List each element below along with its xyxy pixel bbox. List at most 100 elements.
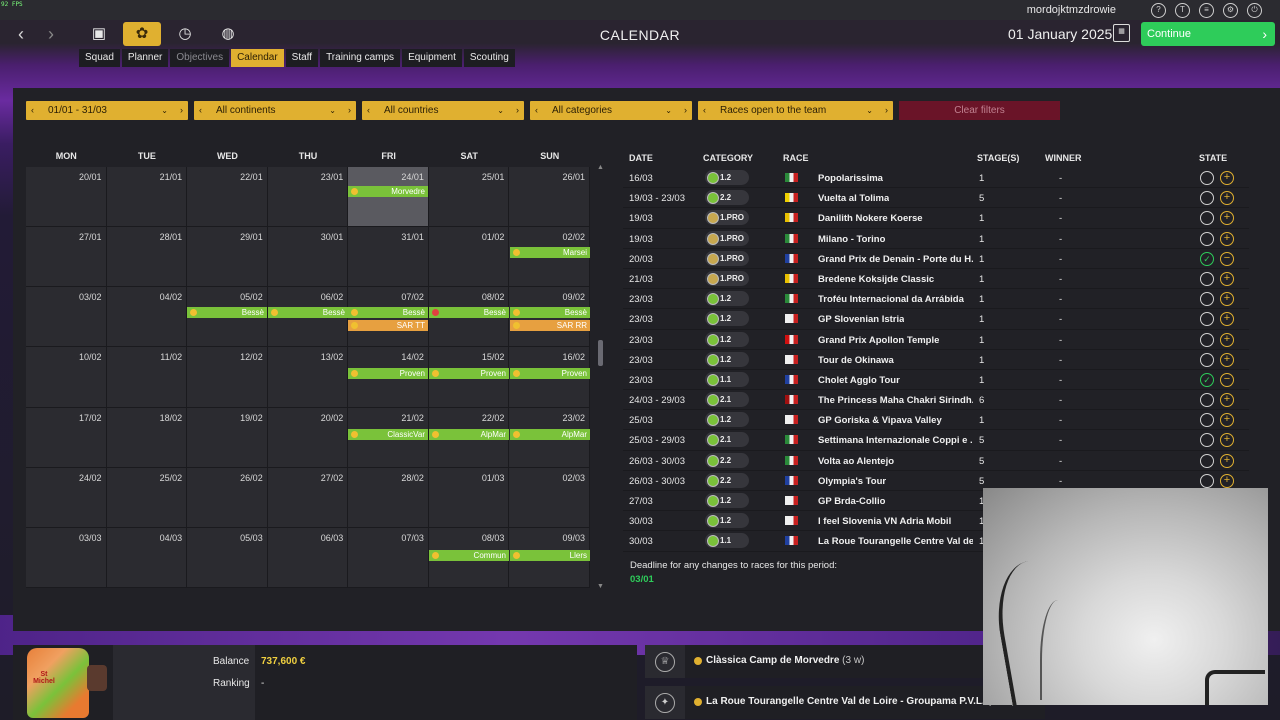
race-row[interactable]: 25/03 - 29/03 2.1 Settimana Internazionale… xyxy=(623,430,1249,451)
event-morvedre[interactable]: Morvedre xyxy=(348,186,428,197)
calendar-icon[interactable]: ▦ xyxy=(1113,24,1130,42)
event-besse[interactable]: Bessè xyxy=(187,307,267,318)
plus-icon[interactable]: + xyxy=(1220,433,1234,448)
calendar-day[interactable]: 14/02 xyxy=(348,347,429,408)
state-empty-icon[interactable] xyxy=(1200,413,1214,428)
calendar-day[interactable]: 21/01 xyxy=(106,167,188,228)
race-name[interactable]: Settimana Internazionale Coppi e ... xyxy=(818,435,973,447)
col-category[interactable]: CATEGORY xyxy=(703,153,754,163)
calendar-day[interactable]: 26/01 xyxy=(509,167,590,228)
plus-icon[interactable]: + xyxy=(1220,292,1234,307)
calendar-day[interactable]: 03/03 xyxy=(26,527,107,588)
state-empty-icon[interactable] xyxy=(1200,271,1214,286)
countries-filter[interactable]: ‹ All countries ⌄ › xyxy=(362,101,524,120)
event-sar-rr[interactable]: SAR RR xyxy=(510,320,590,331)
calendar-day[interactable]: 27/01 xyxy=(26,227,107,288)
state-empty-icon[interactable] xyxy=(1200,433,1214,448)
stopwatch-icon[interactable]: ◷ xyxy=(178,25,192,42)
calendar-day[interactable]: 25/02 xyxy=(106,467,188,528)
race-row[interactable]: 27/03 1.2 GP Brda-Collio 1 xyxy=(623,491,1249,512)
calendar-day[interactable]: 19/02 xyxy=(187,407,268,468)
check-icon[interactable]: ✓ xyxy=(1200,372,1214,387)
event-classicvar[interactable]: ClassicVar xyxy=(348,429,428,440)
calendar-day[interactable]: 30/01 xyxy=(267,227,349,288)
back-arrow-icon[interactable]: ‹ xyxy=(18,24,24,44)
state-empty-icon[interactable] xyxy=(1200,211,1214,226)
plus-icon[interactable]: + xyxy=(1220,191,1234,206)
event-alpmar[interactable]: AlpMar xyxy=(429,429,509,440)
state-empty-icon[interactable] xyxy=(1200,292,1214,307)
calendar-day[interactable]: 27/02 xyxy=(267,467,349,528)
team-icon[interactable]: ✿ xyxy=(123,22,161,46)
calendar-day[interactable]: 24/02 xyxy=(26,467,107,528)
calendar-day[interactable]: 13/02 xyxy=(267,347,349,408)
races-filter[interactable]: ‹ Races open to the team ⌄ › xyxy=(698,101,893,120)
news-item[interactable]: ♕ Clàssica Camp de Morvedre (3 w) xyxy=(645,645,1045,678)
calendar-day[interactable]: 28/01 xyxy=(106,227,188,288)
forward-arrow-icon[interactable]: › xyxy=(48,24,54,44)
race-row[interactable]: 16/03 1.2 Popolarissima 1 - + xyxy=(623,168,1249,189)
plus-icon[interactable]: + xyxy=(1220,393,1234,408)
plus-icon[interactable]: + xyxy=(1220,211,1234,226)
chevron-right-icon[interactable]: › xyxy=(684,105,687,115)
tab-objectives[interactable]: Objectives xyxy=(170,49,230,67)
clear-filters-button[interactable]: Clear filters xyxy=(899,101,1060,120)
continue-button[interactable]: Continue › xyxy=(1141,22,1275,46)
state-empty-icon[interactable] xyxy=(1200,332,1214,347)
calendar-day[interactable]: 12/02 xyxy=(187,347,268,408)
calendar-day[interactable]: 05/02 xyxy=(187,287,268,348)
scroll-up-icon[interactable]: ▲ xyxy=(597,164,604,171)
race-name[interactable]: I feel Slovenia VN Adria Mobil xyxy=(818,516,952,528)
tab-equipment[interactable]: Equipment xyxy=(402,49,462,67)
plus-icon[interactable]: + xyxy=(1220,271,1234,286)
race-name[interactable]: Cholet Agglo Tour xyxy=(818,374,900,386)
chevron-right-icon[interactable]: › xyxy=(516,105,519,115)
plus-icon[interactable]: + xyxy=(1220,473,1234,488)
calendar-day[interactable]: 03/02 xyxy=(26,287,107,348)
calendar-day[interactable]: 02/03 xyxy=(509,467,590,528)
calendar-day[interactable]: 07/03 xyxy=(348,527,429,588)
event-alpmar[interactable]: AlpMar xyxy=(510,429,590,440)
race-row[interactable]: 20/03 1.PRO Grand Prix de Denain - Porte d… xyxy=(623,249,1249,269)
categories-filter[interactable]: ‹ All categories ⌄ › xyxy=(530,101,692,120)
calendar-day[interactable]: 24/01 xyxy=(348,167,429,228)
plus-icon[interactable]: + xyxy=(1220,332,1234,347)
col-race[interactable]: RACE xyxy=(783,153,809,163)
calendar-day[interactable]: 20/02 xyxy=(267,407,349,468)
state-empty-icon[interactable] xyxy=(1200,312,1214,327)
chevron-left-icon[interactable]: ‹ xyxy=(199,105,202,115)
race-row[interactable]: 30/03 1.2 I feel Slovenia VN Adria Mobil 1 xyxy=(623,511,1249,532)
race-row[interactable]: 26/03 - 30/03 2.2 Olympia's Tour 5 - + xyxy=(623,471,1249,491)
event-proven[interactable]: Proven xyxy=(510,368,590,379)
calendar-day[interactable]: 21/02 xyxy=(348,407,429,468)
state-empty-icon[interactable] xyxy=(1200,393,1214,408)
race-name[interactable]: Vuelta al Tolima xyxy=(818,193,890,205)
race-name[interactable]: Danilith Nokere Koerse xyxy=(818,213,923,225)
event-sar-tt[interactable]: SAR TT xyxy=(348,320,428,331)
calendar-day[interactable]: 25/01 xyxy=(428,167,510,228)
chevron-left-icon[interactable]: ‹ xyxy=(535,105,538,115)
race-row[interactable]: 19/03 1.PRO Milano - Torino 1 - + xyxy=(623,229,1249,249)
briefcase-icon[interactable]: ▣ xyxy=(91,25,107,42)
tab-training-camps[interactable]: Training camps xyxy=(320,49,401,67)
chevron-left-icon[interactable]: ‹ xyxy=(703,105,706,115)
calendar-day[interactable]: 29/01 xyxy=(187,227,268,288)
event-proven[interactable]: Proven xyxy=(348,368,428,379)
race-row[interactable]: 25/03 1.2 GP Goriska & Vipava Valley 1 - + xyxy=(623,410,1249,431)
chevron-right-icon[interactable]: › xyxy=(180,105,183,115)
race-name[interactable]: La Roue Tourangelle Centre Val de... xyxy=(818,536,973,548)
state-empty-icon[interactable] xyxy=(1200,473,1214,488)
state-empty-icon[interactable] xyxy=(1200,231,1214,246)
col-date[interactable]: DATE xyxy=(629,153,653,163)
event-besse[interactable]: Bessè xyxy=(348,307,428,318)
check-icon[interactable]: ✓ xyxy=(1200,251,1214,266)
calendar-day[interactable]: 20/01 xyxy=(26,167,107,228)
event-proven[interactable]: Proven xyxy=(429,368,509,379)
scroll-down-icon[interactable]: ▼ xyxy=(597,583,604,590)
plus-icon[interactable]: + xyxy=(1220,312,1234,327)
race-row[interactable]: 23/03 1.2 Grand Prix Apollon Temple 1 - + xyxy=(623,330,1249,350)
plus-icon[interactable]: + xyxy=(1220,453,1234,468)
calendar-day[interactable]: 05/03 xyxy=(187,527,268,588)
race-name[interactable]: The Princess Maha Chakri Sirindh... xyxy=(818,395,973,407)
state-empty-icon[interactable] xyxy=(1200,453,1214,468)
